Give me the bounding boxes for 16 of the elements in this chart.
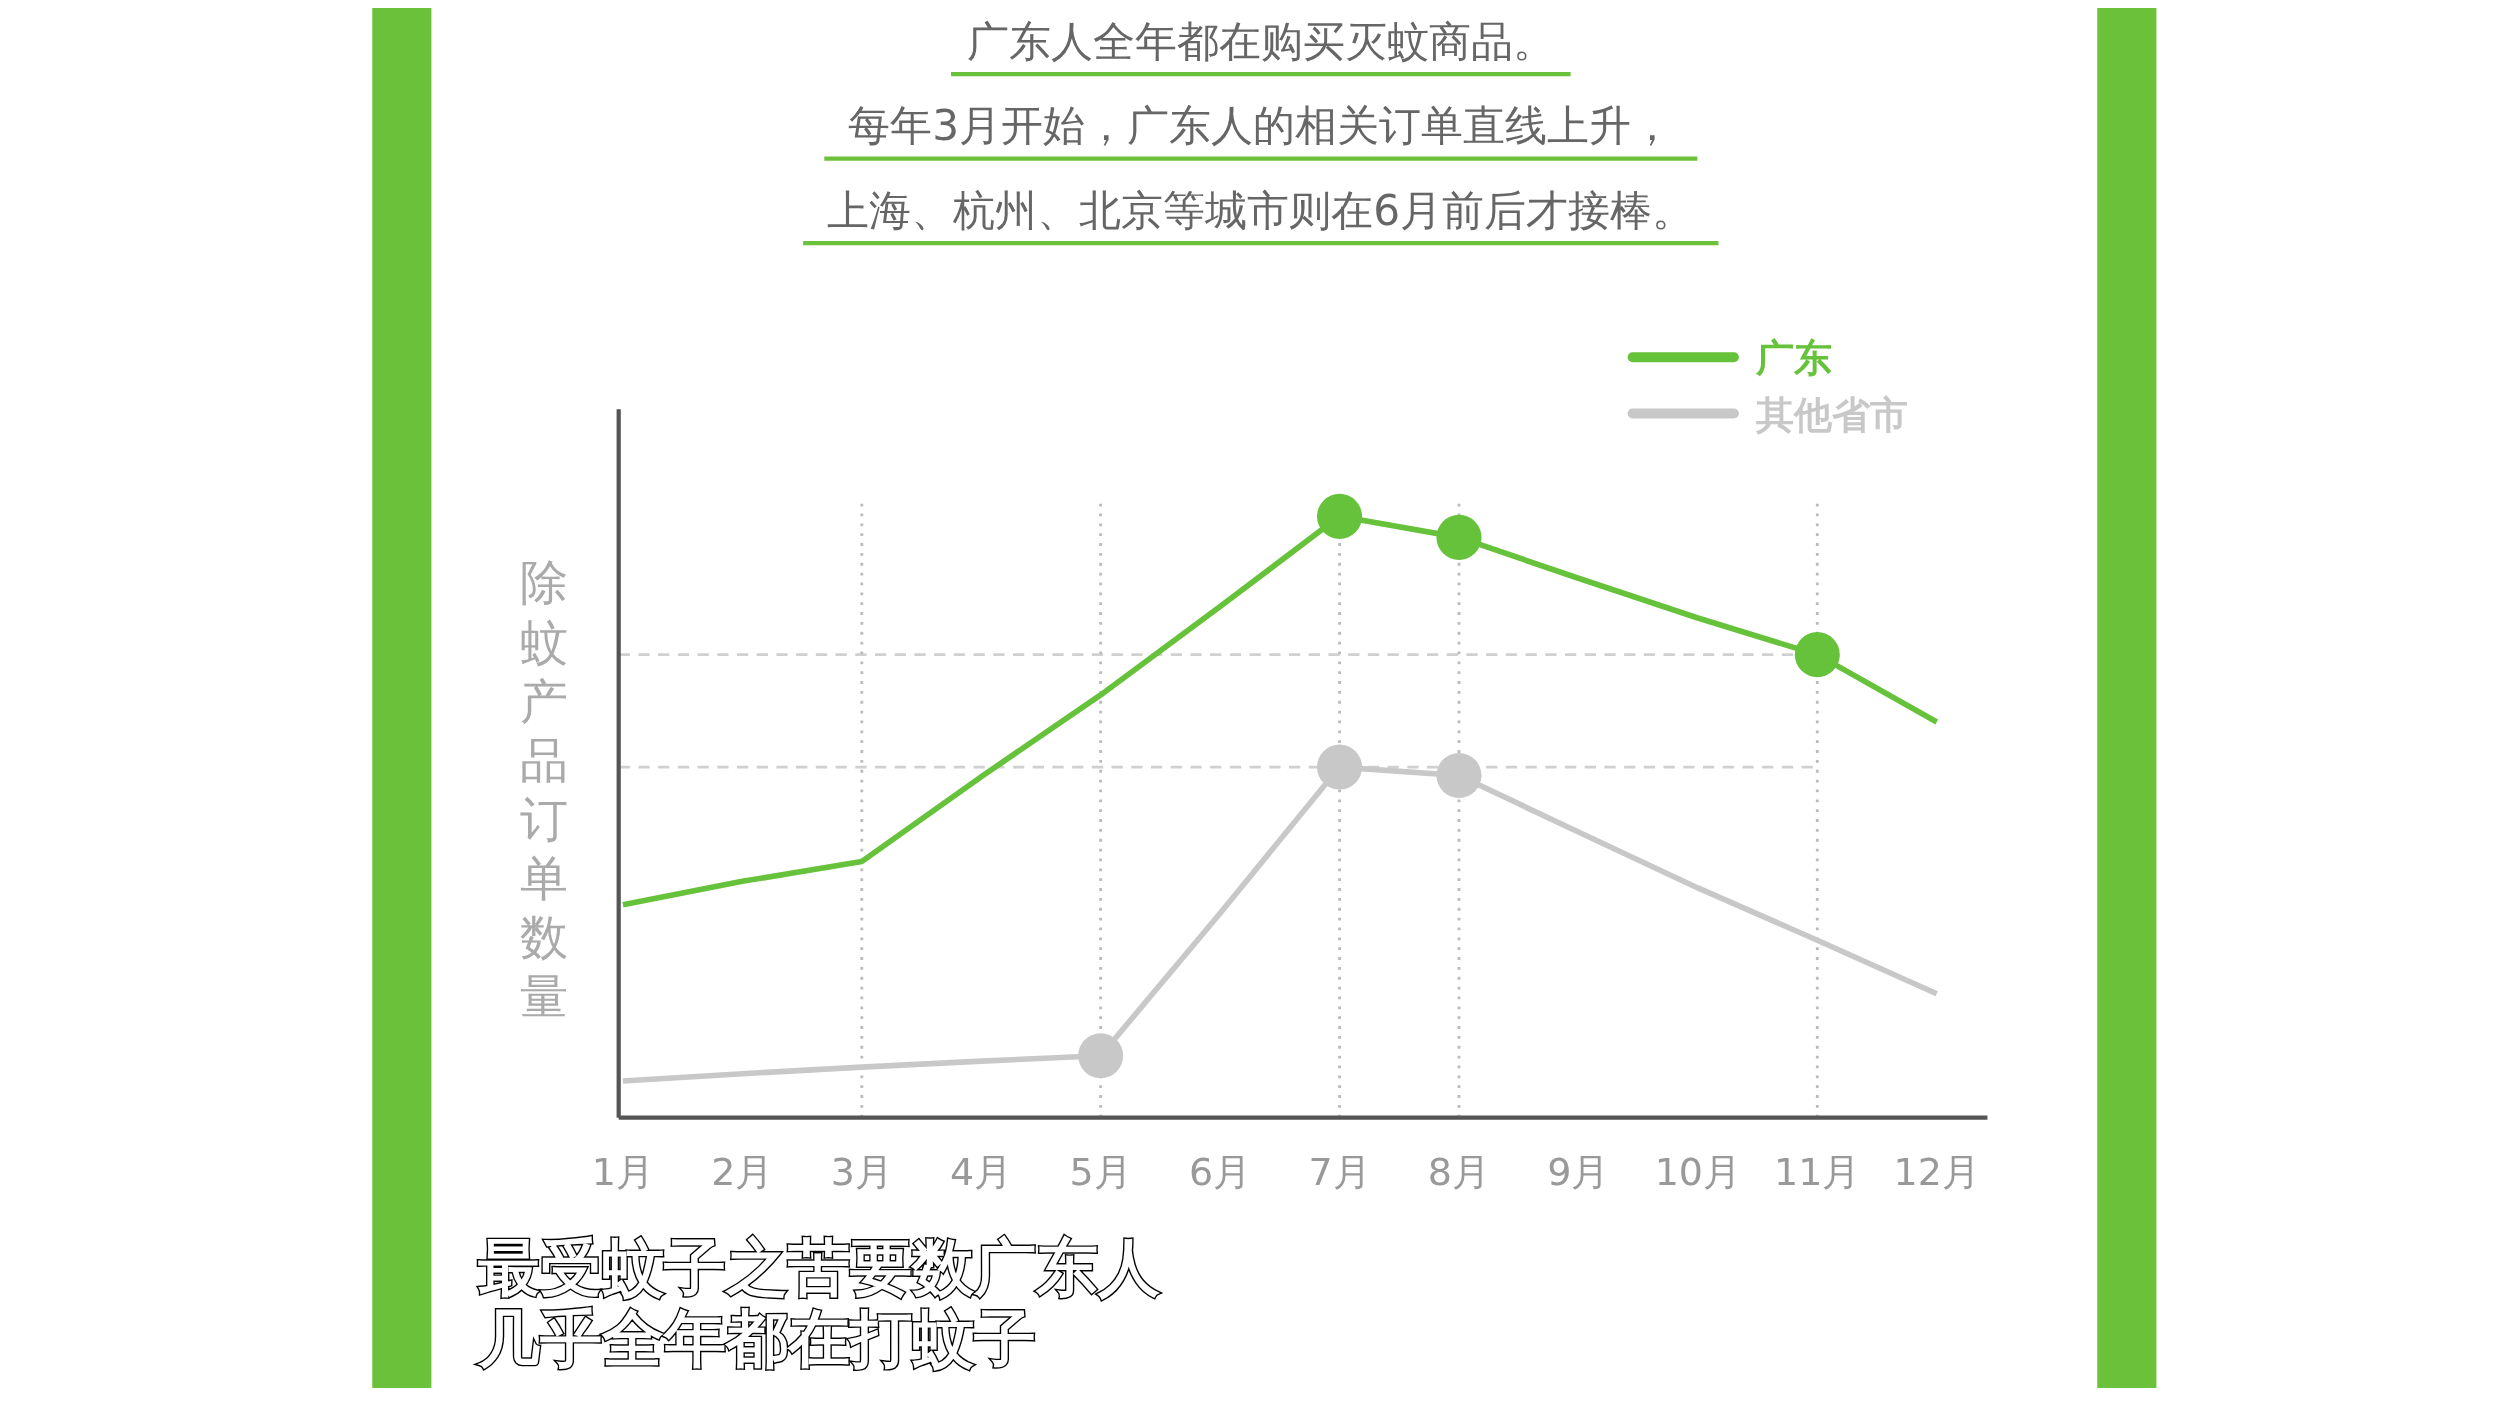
x-tick-label: 6月 — [1189, 1150, 1252, 1195]
x-tick-label: 5月 — [1069, 1150, 1132, 1195]
x-tick-label: 11月 — [1774, 1150, 1861, 1195]
y-axis-title: 除蚊产品订单数量 — [520, 555, 569, 1025]
x-tick-label: 8月 — [1427, 1150, 1491, 1195]
x-tick-label: 2月 — [711, 1150, 774, 1195]
chart-title: 广东人全年都在购买灭蚊商品。 — [966, 16, 1555, 66]
x-tick-label: 7月 — [1308, 1150, 1371, 1195]
x-tick-label: 3月 — [830, 1150, 893, 1195]
x-tick-label: 10月 — [1654, 1150, 1742, 1195]
x-tick-label: 4月 — [950, 1150, 1013, 1195]
x-tick-label: 9月 — [1547, 1150, 1610, 1195]
chart-subtitle: 每年3月开始，广东人的相关订单直线上升，上海、杭州、北京等城市则在6月前后才接棒。 — [827, 101, 1695, 235]
x-tick-label: 12月 — [1893, 1150, 1980, 1195]
legend-label: 广东 — [1755, 336, 1833, 381]
x-tick-label: 1月 — [591, 1150, 655, 1195]
